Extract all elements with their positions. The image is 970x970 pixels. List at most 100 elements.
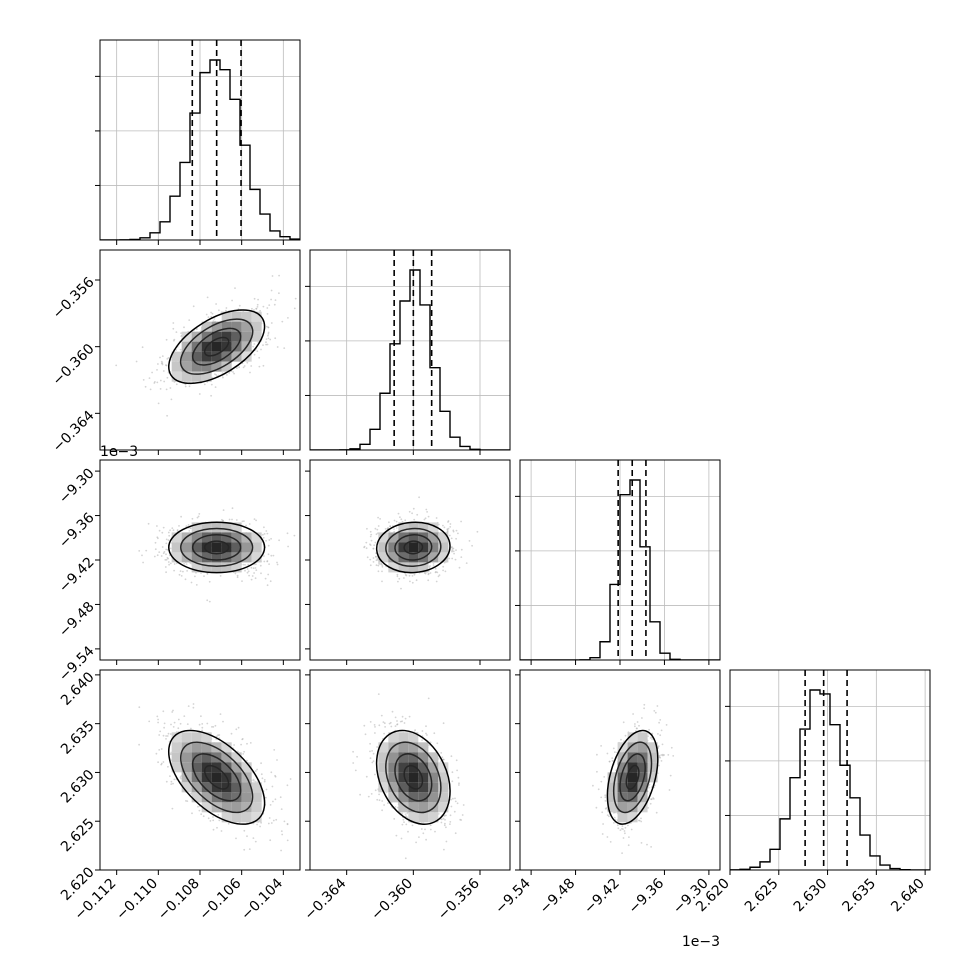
sample-point bbox=[256, 350, 259, 353]
sample-point bbox=[450, 805, 453, 808]
sample-point bbox=[209, 820, 212, 822]
sample-point bbox=[425, 732, 427, 735]
sample-point bbox=[452, 797, 454, 800]
sample-point bbox=[276, 563, 279, 566]
density-cell bbox=[428, 752, 439, 763]
sample-point bbox=[266, 343, 269, 346]
sample-point bbox=[238, 366, 241, 369]
sample-point bbox=[375, 564, 378, 567]
sample-point bbox=[372, 561, 375, 563]
density-cell bbox=[428, 522, 439, 533]
sample-point bbox=[425, 838, 427, 841]
sample-point bbox=[169, 562, 172, 565]
density-cell bbox=[201, 732, 212, 743]
sample-point bbox=[274, 774, 276, 777]
sample-point bbox=[376, 798, 379, 801]
sample-point bbox=[401, 715, 404, 718]
sample-point bbox=[167, 539, 170, 541]
sample-point bbox=[457, 776, 460, 779]
sample-point bbox=[156, 369, 158, 371]
sample-point bbox=[293, 534, 296, 537]
sample-point bbox=[363, 545, 366, 548]
sample-point bbox=[170, 751, 173, 754]
density-cell bbox=[181, 361, 192, 372]
contour-level-3 bbox=[167, 729, 266, 825]
sample-point bbox=[182, 570, 184, 573]
sample-point bbox=[453, 810, 456, 813]
density-cell bbox=[418, 812, 429, 823]
density-cell bbox=[438, 762, 449, 773]
sample-point bbox=[369, 530, 372, 533]
density-cell bbox=[438, 792, 449, 803]
sample-point bbox=[460, 548, 463, 551]
sample-point bbox=[243, 848, 246, 851]
density-cell bbox=[251, 532, 262, 543]
sample-point bbox=[243, 750, 246, 753]
sample-point bbox=[267, 333, 270, 335]
sample-point bbox=[420, 828, 423, 830]
sample-point bbox=[451, 771, 454, 774]
sample-point bbox=[404, 519, 407, 522]
sample-point bbox=[378, 799, 381, 802]
sample-point bbox=[450, 537, 453, 540]
sample-point bbox=[255, 563, 257, 566]
density-cell bbox=[201, 361, 212, 372]
density-cell bbox=[231, 782, 242, 793]
density-cell bbox=[181, 351, 192, 362]
sample-point bbox=[237, 726, 240, 729]
sample-point bbox=[260, 773, 263, 776]
sample-point bbox=[253, 518, 256, 520]
sample-point bbox=[246, 759, 248, 762]
sample-point bbox=[415, 579, 418, 582]
sample-point bbox=[159, 730, 162, 733]
sample-point bbox=[138, 550, 141, 552]
sample-point bbox=[393, 818, 396, 820]
sample-point bbox=[393, 519, 396, 522]
density-cell bbox=[398, 542, 409, 553]
sample-point bbox=[184, 578, 187, 581]
sample-point bbox=[242, 366, 245, 369]
density-cell bbox=[408, 752, 419, 763]
density-cell bbox=[221, 802, 232, 813]
sample-point bbox=[369, 721, 372, 723]
sample-point bbox=[369, 543, 371, 546]
density-cell bbox=[251, 331, 262, 342]
density-cell bbox=[211, 552, 222, 563]
sample-point bbox=[157, 718, 160, 721]
density-cell bbox=[231, 762, 242, 773]
sample-point bbox=[421, 739, 423, 741]
panel-content bbox=[138, 507, 300, 603]
density-cell bbox=[201, 532, 212, 543]
sample-point bbox=[369, 535, 372, 538]
sample-point bbox=[254, 577, 257, 580]
sample-point bbox=[374, 541, 377, 544]
sample-point bbox=[448, 534, 451, 537]
sample-point bbox=[403, 821, 405, 823]
sample-point bbox=[157, 761, 160, 764]
sample-point bbox=[162, 370, 165, 372]
sample-point bbox=[432, 563, 435, 565]
contour-level-3 bbox=[375, 729, 451, 825]
sample-point bbox=[401, 720, 403, 723]
sample-point bbox=[443, 824, 446, 827]
sample-point bbox=[192, 305, 195, 308]
density-cell bbox=[211, 772, 222, 783]
sample-point bbox=[253, 353, 256, 356]
sample-point bbox=[367, 795, 370, 798]
sample-point bbox=[222, 376, 224, 379]
sample-point bbox=[211, 312, 214, 315]
sample-point bbox=[397, 580, 399, 583]
sample-point bbox=[267, 573, 270, 576]
density-cell bbox=[388, 542, 399, 553]
sample-point bbox=[403, 722, 406, 724]
sample-point bbox=[154, 541, 157, 544]
sample-point bbox=[634, 725, 636, 728]
sample-point bbox=[250, 578, 253, 581]
sample-point bbox=[448, 557, 451, 560]
sample-point bbox=[363, 724, 366, 727]
contour-level-2 bbox=[180, 527, 254, 568]
sample-point bbox=[172, 726, 175, 728]
sample-point bbox=[403, 577, 405, 579]
sample-point bbox=[201, 729, 204, 732]
